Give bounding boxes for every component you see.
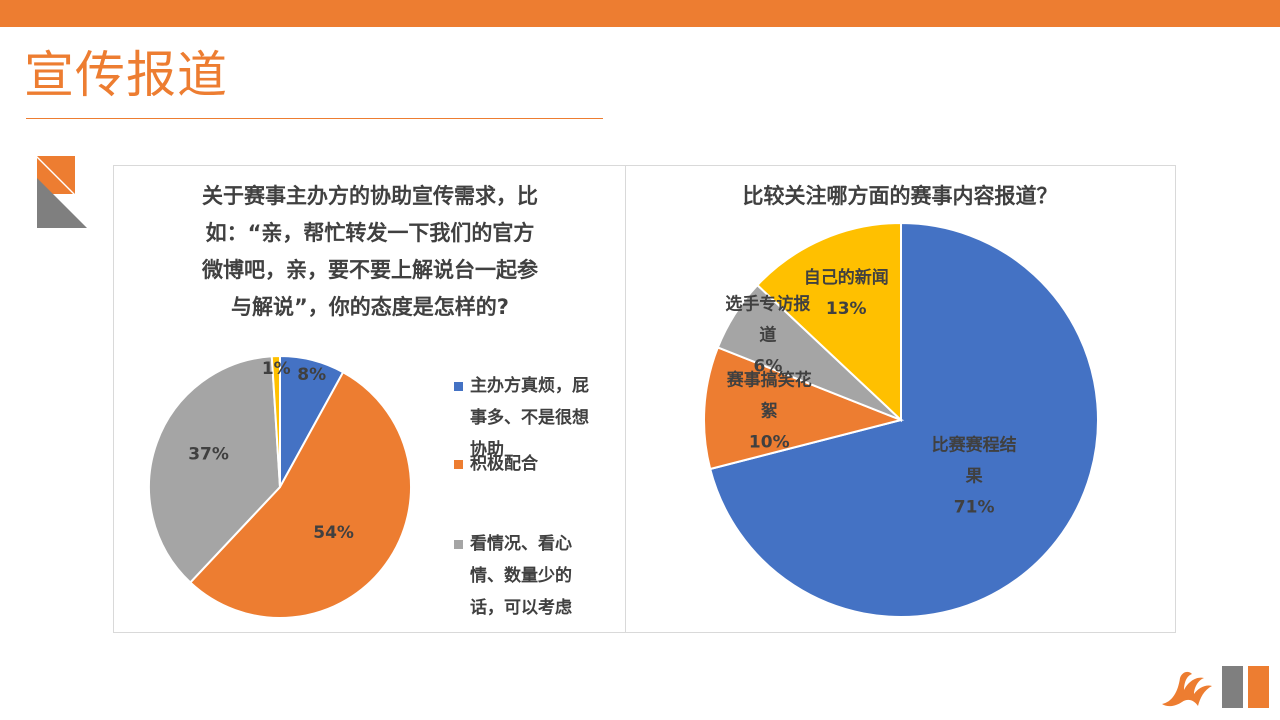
legend-label: 主办方真烦，屁 事多、不是很想 协助 [470,370,614,466]
chart1-title: 关于赛事主办方的协助宣传需求，比 如：“亲，帮忙转发一下我们的官方 微博吧，亲，… [170,178,570,326]
chart1-title-line: 微博吧，亲，要不要上解说台一起参 [202,258,538,282]
top-accent-bar [0,0,1280,27]
pie2-slice [755,221,902,423]
page-title: 宣传报道 [24,46,228,104]
legend-label: 积极配合 [470,448,614,480]
pie1-data-label: 1% [262,359,291,379]
corner-decoration-icon [37,156,87,228]
legend-swatch-blue [454,382,463,391]
chart-frame [113,165,1176,633]
legend-swatch-orange [454,460,463,469]
pie1-data-label: 8% [297,365,326,385]
pie2-category-label: 絮 [761,401,778,422]
chart1-title-line: 关于赛事主办方的协助宣传需求，比 [202,184,538,208]
chart1-title-line: 与解说”，你的态度是怎样的? [231,295,509,319]
chart1-title-line: 如：“亲，帮忙转发一下我们的官方 [205,221,535,245]
legend-item: 看情况、看心 情、数量少的 话，可以考虑 [454,528,614,624]
title-underline [26,118,603,119]
pie2-category-label: 赛事搞笑花 [726,370,812,391]
legend-label-line: 协助 [470,440,504,460]
legend-swatch-gray [454,540,463,549]
legend-label-line: 情、数量少的 [470,566,572,586]
pie2-category-label: 自己的新闻 [804,267,889,288]
brand-logo-icon [1162,671,1212,707]
pie1-slice [148,355,282,584]
brand-bars-icon [1222,666,1269,708]
legend-label-line: 话，可以考虑 [470,598,572,618]
pie2-data-label: 71% [954,498,995,518]
legend-label-line: 看情况、看心 [470,534,572,554]
pie2-data-label: 6% [753,357,782,377]
legend-label-line: 积极配合 [470,454,538,474]
pie2-category-label: 果 [966,467,983,487]
legend-item: 积极配合 [454,448,614,480]
legend-label: 看情况、看心 情、数量少的 话，可以考虑 [470,528,614,624]
pie2-data-label: 13% [826,299,867,319]
pie1-slice [188,370,412,619]
pie1-data-label: 54% [313,523,354,543]
chart-divider [625,166,626,632]
legend-label-line: 主办方真烦，屁 [470,376,589,396]
legend-item: 主办方真烦，屁 事多、不是很想 协助 [454,370,614,466]
pie2-slice [708,221,1099,618]
pie2-slice [703,346,905,471]
chart2-title: 比较关注哪方面的赛事内容报道？ [742,184,1058,208]
pie2-category-label: 比赛赛程结 [932,435,1017,456]
legend-label-line: 事多、不是很想 [470,408,589,428]
pie2-category-label: 道 [759,325,776,346]
pie1-slice [270,354,281,488]
pie2-category-label: 选手专访报 [725,294,810,315]
pie2-data-label: 10% [749,433,790,453]
pie1-data-label: 37% [188,444,229,464]
